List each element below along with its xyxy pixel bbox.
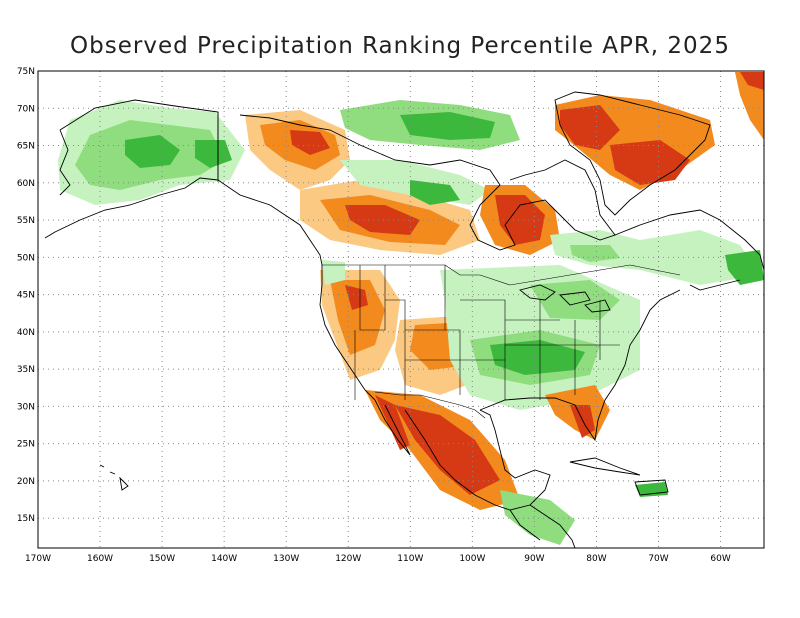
latitude-tick-label: 50N	[17, 253, 35, 263]
very-dry-region-central-canada-core	[345, 205, 420, 235]
longitude-tick-label: 160W	[87, 554, 113, 564]
longitude-tick-label: 150W	[149, 554, 175, 564]
dry-region-greenland-ne	[735, 72, 764, 140]
longitude-tick-label: 100W	[459, 554, 485, 564]
central-america-coastline	[509, 504, 576, 548]
longitude-tick-label: 130W	[273, 554, 299, 564]
longitude-tick-label: 140W	[211, 554, 237, 564]
canada-arctic-coastline	[239, 114, 501, 186]
latitude-tick-label: 45N	[17, 291, 35, 301]
wet-region-great-lakes	[530, 280, 620, 320]
very-dry-region-west-us	[330, 280, 385, 355]
very-dry-region-florida	[570, 405, 595, 438]
cuba-coastline	[569, 457, 641, 476]
greenland-coastline	[554, 91, 711, 216]
latitude-tick-label: 75N	[17, 67, 35, 77]
longitude-tick-label: 110W	[397, 554, 423, 564]
longitude-tick-label: 60W	[710, 554, 730, 564]
latitude-tick-label: 35N	[17, 365, 35, 375]
latitude-tick-label: 70N	[17, 104, 35, 114]
very-dry-region-quebec	[495, 195, 545, 245]
longitude-tick-labels: 170W 160W 150W 140W 130W 120W 110W 100W 90W 80W 70…	[25, 554, 731, 564]
very-wet-region-alaska-core	[125, 135, 180, 168]
longitude-tick-label: 170W	[25, 554, 51, 564]
longitude-tick-label: 70W	[648, 554, 668, 564]
longitude-tick-label: 80W	[586, 554, 606, 564]
graticule	[38, 71, 764, 548]
very-dry-region-nw-us	[345, 285, 368, 310]
latitude-tick-label: 65N	[17, 142, 35, 152]
labrador-coastline	[614, 209, 764, 291]
hudson-bay-coastline	[469, 159, 616, 251]
latitude-tick-label: 60N	[17, 179, 35, 189]
us-canada-border	[322, 264, 681, 286]
map-frame	[37, 70, 765, 549]
very-wet-region-newfoundland	[725, 250, 764, 285]
very-dry-region-baja	[375, 395, 410, 450]
hawaii-islands	[99, 464, 129, 491]
latitude-tick-label: 55N	[17, 216, 35, 226]
us-state-borders	[354, 265, 620, 400]
very-wet-region-alaska-east	[195, 140, 232, 168]
mexico-coastline	[404, 409, 551, 511]
coastlines	[44, 91, 764, 548]
latitude-tick-labels: 75N 70N 65N 60N 55N 50N 45N 40N 35N 30N 25N 20N 15N	[17, 67, 35, 524]
latitude-tick-label: 25N	[17, 440, 35, 450]
very-dry-region-yukon-core	[290, 130, 330, 155]
hispaniola-coastline	[634, 479, 669, 496]
wet-region-central-america	[500, 490, 575, 545]
longitude-tick-label: 90W	[524, 554, 544, 564]
very-dry-region-mexico	[395, 405, 500, 495]
very-wet-region-north-canada	[410, 180, 460, 205]
very-dry-region-greenland	[560, 105, 620, 150]
latitude-tick-label: 30N	[17, 402, 35, 412]
latitude-tick-label: 40N	[17, 328, 35, 338]
very-dry-region-greenland-ne	[740, 72, 764, 90]
very-wet-region-ohio-valley	[490, 340, 585, 375]
baja-coastline	[374, 399, 411, 456]
gulf-coastline	[479, 289, 681, 442]
very-wet-region-arctic	[400, 112, 495, 140]
latitude-tick-label: 20N	[17, 477, 35, 487]
map-title: Observed Precipitation Ranking Percentil…	[70, 33, 730, 59]
latitude-tick-label: 15N	[17, 514, 35, 524]
wet-region-labrador	[550, 230, 760, 285]
great-lakes-outline	[519, 284, 611, 313]
wet-region-pacific-nw	[322, 260, 345, 285]
longitude-tick-label: 120W	[335, 554, 361, 564]
precipitation-shading	[58, 72, 764, 545]
wet-region-labrador-mid	[570, 245, 620, 262]
us-west-coastline	[319, 265, 376, 401]
us-mexico-border	[374, 391, 486, 419]
very-dry-region-greenland-east	[610, 140, 690, 185]
